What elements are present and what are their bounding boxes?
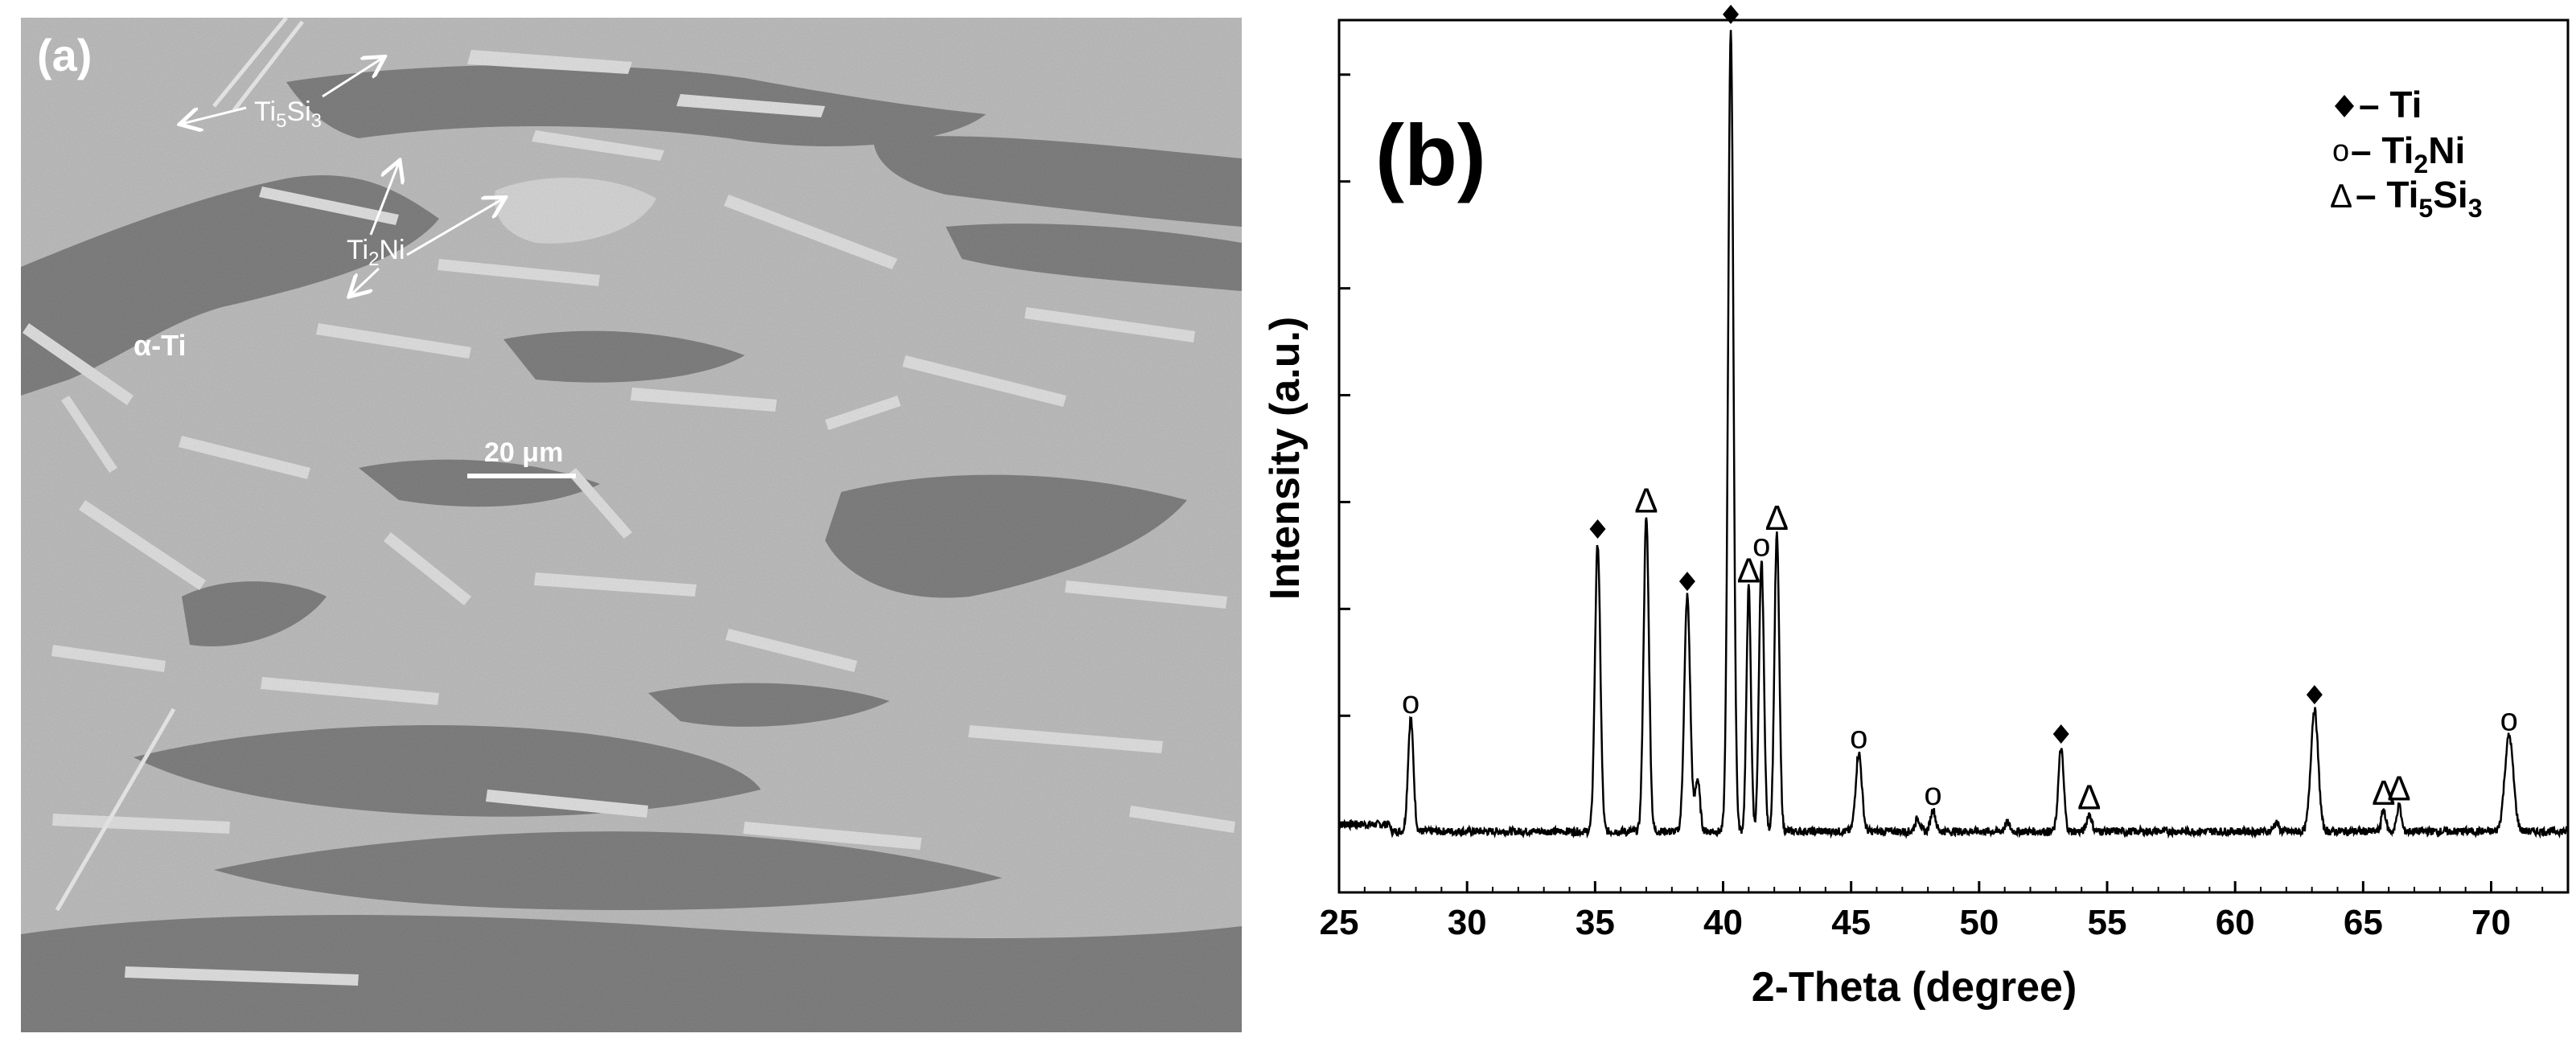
peak-marker-ti5si3: Δ bbox=[1765, 498, 1789, 538]
x-tick-label: 50 bbox=[1959, 903, 1999, 942]
arrow-ti5si3-left bbox=[182, 106, 247, 124]
x-tick-label: 40 bbox=[1703, 903, 1743, 942]
x-tick-label: 65 bbox=[2344, 903, 2383, 942]
arrow-ti2ni-right bbox=[406, 199, 503, 256]
peak-marker-ti bbox=[2052, 724, 2069, 744]
x-tick-label: 55 bbox=[2088, 903, 2127, 942]
svg-text:– Ti5Si3: – Ti5Si3 bbox=[2356, 174, 2482, 223]
peak-marker-ti bbox=[1723, 4, 1740, 24]
alpha-ti-label: α-Ti bbox=[134, 329, 186, 362]
peak-marker-ti5si3: Δ bbox=[2372, 773, 2395, 813]
x-tick-label: 30 bbox=[1448, 903, 1487, 942]
ti5si3-label: Ti5Si3 bbox=[254, 96, 322, 132]
circle-icon: o bbox=[2332, 134, 2349, 168]
peak-marker-ti5si3: Δ bbox=[2387, 769, 2410, 809]
diamond-icon bbox=[2335, 95, 2354, 117]
y-axis-ticks bbox=[1339, 73, 1350, 824]
xrd-pattern-line bbox=[1338, 30, 2569, 839]
panel-b-label: (b) bbox=[1375, 106, 1486, 203]
scale-bar bbox=[467, 474, 576, 478]
arrow-ti2ni-down bbox=[351, 267, 380, 295]
peak-marker-ti2ni: o bbox=[1850, 720, 1867, 755]
x-tick-label: 35 bbox=[1576, 903, 1615, 942]
dark-phase-regions bbox=[21, 64, 1242, 1032]
peak-marker-ti2ni: o bbox=[1402, 685, 1419, 720]
svg-text:– Ti: – Ti bbox=[2359, 84, 2422, 125]
legend-item-ti5si3: Δ – Ti5Si3 bbox=[2330, 174, 2482, 223]
svg-text:Ti5Si3: Ti5Si3 bbox=[254, 96, 322, 132]
light-phase-laths bbox=[23, 50, 1235, 986]
scale-bar-label: 20 μm bbox=[484, 437, 563, 468]
x-tick-label: 25 bbox=[1320, 903, 1359, 942]
annotation-arrows bbox=[182, 58, 503, 295]
peak-marker-ti5si3: Δ bbox=[1634, 481, 1658, 520]
x-axis-label: 2-Theta (degree) bbox=[1752, 964, 2077, 1011]
micrograph-panel-a: (a) Ti5Si3 Ti2Ni α-Ti 20 μm bbox=[21, 18, 1242, 1032]
mottled-phase-region bbox=[495, 177, 656, 244]
peak-marker-ti bbox=[1589, 519, 1606, 539]
y-axis-label: Intensity (a.u.) bbox=[1262, 317, 1309, 600]
x-tick-label: 60 bbox=[2216, 903, 2255, 942]
x-tick-label: 45 bbox=[1831, 903, 1871, 942]
peak-marker-ti2ni: o bbox=[1752, 528, 1770, 564]
chart-background bbox=[1243, 0, 2576, 1050]
ti2ni-label: Ti2Ni bbox=[347, 235, 405, 270]
peak-marker-ti2ni: o bbox=[1924, 777, 1941, 812]
micrograph-image: (a) Ti5Si3 Ti2Ni α-Ti 20 μm bbox=[21, 18, 1242, 1032]
triangle-icon: Δ bbox=[2330, 177, 2352, 215]
svg-text:– Ti2Ni: – Ti2Ni bbox=[2351, 129, 2465, 178]
legend-item-ti2ni: o – Ti2Ni bbox=[2332, 129, 2465, 178]
legend-item-ti: – Ti bbox=[2335, 84, 2422, 125]
svg-text:Ti2Ni: Ti2Ni bbox=[347, 235, 405, 270]
bright-streaks bbox=[55, 18, 304, 912]
panel-a-label: (a) bbox=[37, 30, 92, 80]
peak-marker-ti5si3: Δ bbox=[2077, 777, 2101, 817]
x-axis-ticks: 25 30 35 40 45 50 55 60 65 70 bbox=[1320, 881, 2569, 942]
arrow-ti2ni-up bbox=[369, 162, 399, 236]
x-tick-label: 70 bbox=[2471, 903, 2511, 942]
peak-marker-ti5si3: Δ bbox=[1737, 551, 1760, 590]
peak-marker-ti2ni: o bbox=[2500, 703, 2518, 738]
peak-marker-ti bbox=[1678, 572, 1695, 592]
peak-marker-ti bbox=[2306, 685, 2323, 705]
legend: – Ti o – Ti2Ni Δ – Ti5Si3 bbox=[2330, 84, 2482, 223]
arrow-ti5si3-right bbox=[322, 58, 383, 98]
